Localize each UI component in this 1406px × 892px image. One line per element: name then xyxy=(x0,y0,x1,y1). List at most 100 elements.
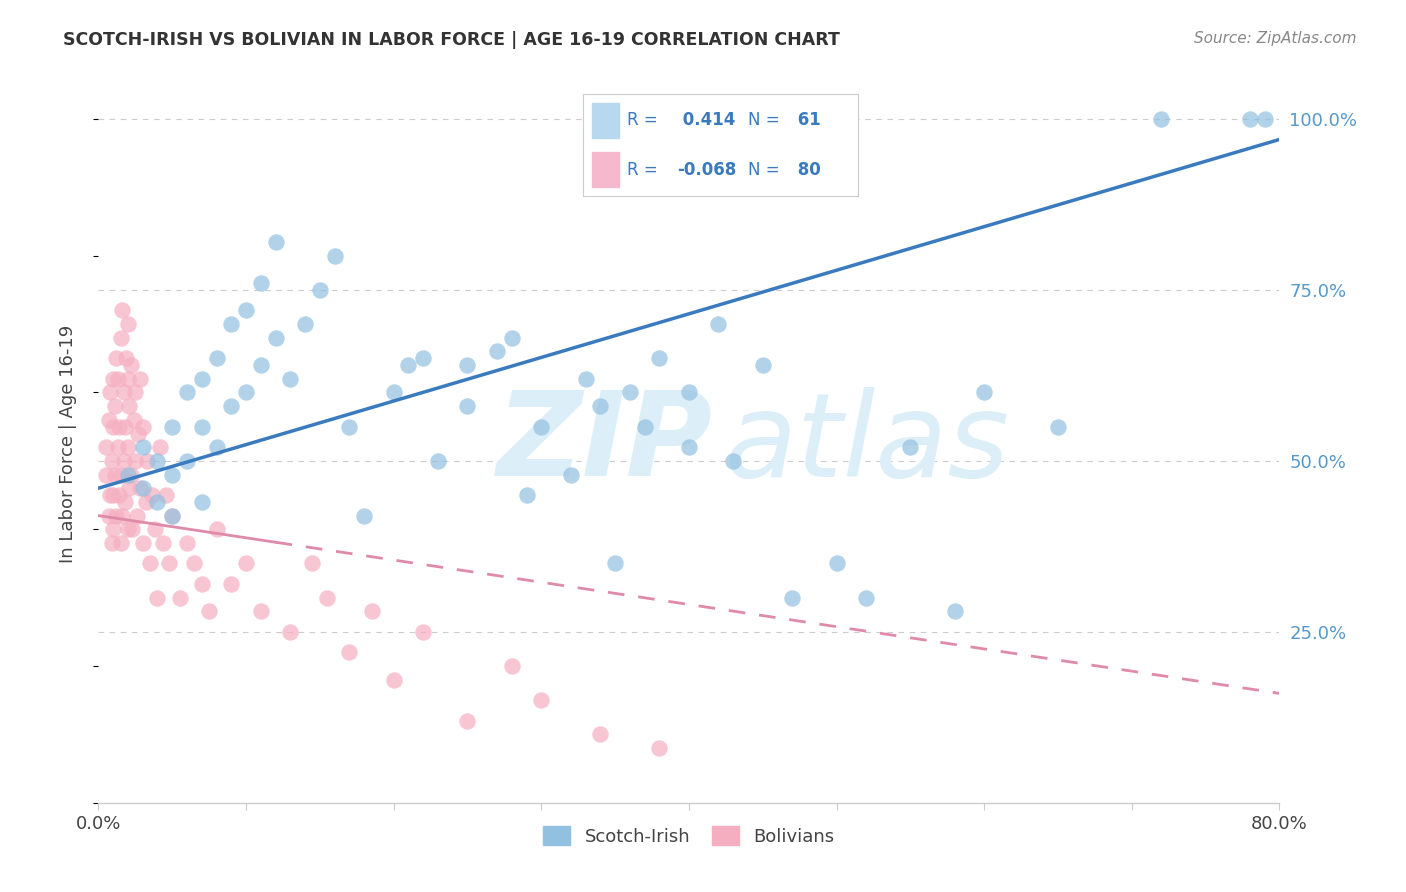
Text: 61: 61 xyxy=(792,112,821,129)
Point xyxy=(108,419,131,434)
Point xyxy=(339,419,361,434)
Point xyxy=(235,385,257,400)
Point xyxy=(205,440,228,454)
Point xyxy=(301,557,323,571)
Point xyxy=(103,488,125,502)
Text: R =: R = xyxy=(627,112,658,129)
Point xyxy=(619,385,641,400)
Point xyxy=(678,385,700,400)
Point xyxy=(162,419,183,434)
Point xyxy=(605,557,627,571)
Point xyxy=(110,467,132,482)
Point xyxy=(112,454,135,468)
Point xyxy=(205,522,228,536)
Point xyxy=(191,372,214,386)
Point xyxy=(157,557,180,571)
Point xyxy=(316,591,339,605)
Text: N =: N = xyxy=(748,161,779,178)
Point xyxy=(132,536,155,550)
Point xyxy=(264,235,287,249)
Point xyxy=(124,454,146,468)
Point xyxy=(501,331,523,345)
Point xyxy=(530,419,553,434)
Point xyxy=(104,467,127,482)
Point xyxy=(589,399,612,413)
Text: 0.414: 0.414 xyxy=(676,112,735,129)
Point xyxy=(117,317,139,331)
Point xyxy=(149,440,172,454)
Point xyxy=(339,645,361,659)
Point xyxy=(183,557,205,571)
Point xyxy=(280,624,302,639)
Point xyxy=(1150,112,1173,126)
Point xyxy=(132,419,155,434)
Point xyxy=(280,372,302,386)
Legend: Scotch-Irish, Bolivians: Scotch-Irish, Bolivians xyxy=(534,817,844,855)
Point xyxy=(205,351,228,366)
Point xyxy=(115,351,138,366)
Text: ZIP: ZIP xyxy=(496,386,713,501)
Point xyxy=(146,591,169,605)
Point xyxy=(162,467,183,482)
Point xyxy=(191,419,214,434)
Point xyxy=(97,508,120,523)
Point xyxy=(155,488,177,502)
Point xyxy=(146,454,169,468)
Point xyxy=(112,385,135,400)
Point xyxy=(176,454,198,468)
Point xyxy=(139,557,162,571)
Point xyxy=(110,536,132,550)
Text: atlas: atlas xyxy=(724,387,1010,500)
Point xyxy=(855,591,877,605)
Point xyxy=(108,488,131,502)
Point xyxy=(97,413,120,427)
Point xyxy=(294,317,316,331)
Point xyxy=(100,536,122,550)
Point xyxy=(221,577,243,591)
Point xyxy=(1254,112,1277,126)
Point xyxy=(128,481,150,495)
Point xyxy=(648,741,671,756)
Point xyxy=(457,714,479,728)
Point xyxy=(176,536,198,550)
Bar xyxy=(592,153,619,187)
Point xyxy=(752,358,775,372)
Point xyxy=(501,659,523,673)
Point xyxy=(560,467,582,482)
Point xyxy=(103,522,125,536)
Point xyxy=(1239,112,1261,126)
Point xyxy=(105,351,128,366)
Point xyxy=(103,372,125,386)
Point xyxy=(353,508,375,523)
Point xyxy=(309,283,332,297)
Point xyxy=(457,399,479,413)
Point xyxy=(141,488,163,502)
Point xyxy=(98,385,121,400)
Point xyxy=(382,673,405,687)
Text: 80: 80 xyxy=(792,161,821,178)
Point xyxy=(634,419,657,434)
Point xyxy=(457,358,479,372)
Point xyxy=(152,536,174,550)
Point xyxy=(264,331,287,345)
Point xyxy=(250,276,273,290)
Point xyxy=(114,419,136,434)
Point xyxy=(782,591,804,605)
Point xyxy=(107,440,129,454)
Point xyxy=(486,344,509,359)
Point xyxy=(235,303,257,318)
Bar xyxy=(592,103,619,137)
Point xyxy=(162,508,183,523)
Point xyxy=(191,577,214,591)
Text: SCOTCH-IRISH VS BOLIVIAN IN LABOR FORCE | AGE 16-19 CORRELATION CHART: SCOTCH-IRISH VS BOLIVIAN IN LABOR FORCE … xyxy=(63,31,841,49)
Point xyxy=(117,372,139,386)
Point xyxy=(398,358,420,372)
Point xyxy=(104,399,127,413)
Point xyxy=(114,495,136,509)
Point xyxy=(111,303,134,318)
Point xyxy=(98,488,121,502)
Point xyxy=(707,317,730,331)
Point xyxy=(100,454,122,468)
Point xyxy=(575,372,598,386)
Point xyxy=(118,399,141,413)
